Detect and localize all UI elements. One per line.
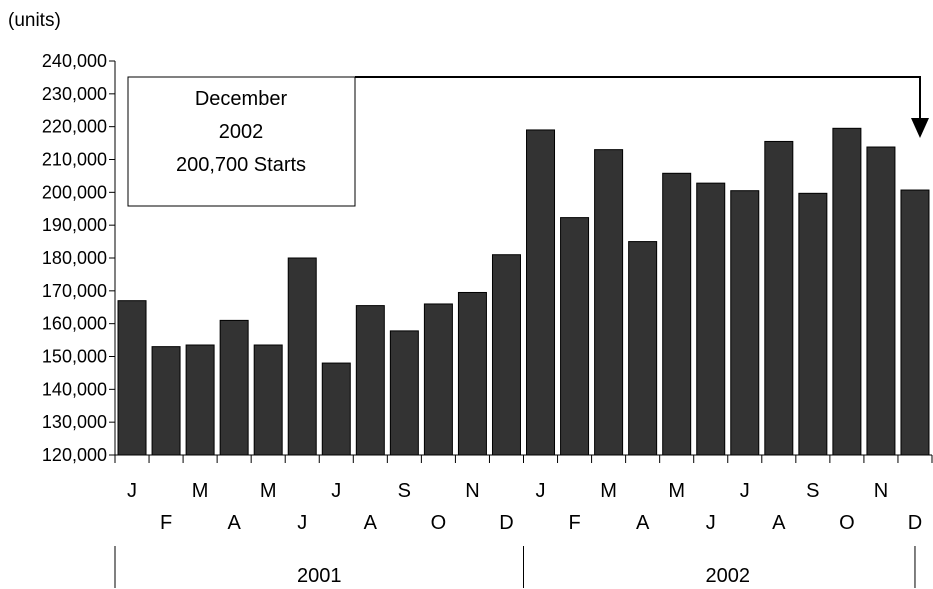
- y-tick-label: 200,000: [42, 182, 107, 202]
- x-tick-label: J: [740, 480, 750, 502]
- bar: [151, 346, 181, 456]
- callout-line-1: December: [195, 88, 288, 110]
- bar-series: [117, 127, 930, 456]
- y-tick-label: 130,000: [42, 412, 107, 432]
- y-axis: 120,000 130,000 140,000 150,000 160,000 170,0…: [42, 51, 116, 465]
- bar: [526, 129, 556, 456]
- x-tick-label: S: [806, 480, 819, 502]
- y-tick-label: 220,000: [42, 117, 107, 137]
- x-tick-label: D: [908, 512, 922, 534]
- bar: [457, 291, 487, 456]
- y-tick-label: 150,000: [42, 347, 107, 367]
- bar: [423, 303, 453, 456]
- x-tick-label: J: [127, 480, 137, 502]
- bar: [696, 182, 726, 456]
- x-tick-label: O: [431, 512, 447, 534]
- bar: [866, 146, 896, 456]
- x-tick-label: A: [772, 512, 786, 534]
- bar: [253, 344, 283, 456]
- bar: [185, 344, 215, 456]
- year-label: 2001: [297, 565, 342, 587]
- bar: [355, 305, 385, 456]
- y-tick-label: 120,000: [42, 445, 107, 465]
- year-axis: 2001 2002: [114, 546, 916, 588]
- y-tick-label: 140,000: [42, 379, 107, 399]
- callout-arrow-head: [911, 118, 929, 138]
- x-tick-label: J: [331, 480, 341, 502]
- callout-line-3: 200,700 Starts: [176, 154, 306, 176]
- x-tick-label: A: [227, 512, 241, 534]
- callout-box: [127, 76, 356, 207]
- callout-arrow-line: [355, 76, 921, 128]
- y-tick-label: 170,000: [42, 281, 107, 301]
- x-tick-label: M: [600, 480, 617, 502]
- bar: [389, 330, 419, 456]
- bar: [900, 189, 930, 456]
- x-tick-label: D: [499, 512, 513, 534]
- x-tick-label: F: [160, 512, 172, 534]
- y-tick-label: 240,000: [42, 51, 107, 71]
- bar: [117, 300, 147, 456]
- x-tick-label: N: [465, 480, 479, 502]
- x-tick-label: J: [297, 512, 307, 534]
- x-tick-label: A: [636, 512, 650, 534]
- x-tick-label: F: [568, 512, 580, 534]
- year-label: 2002: [706, 565, 751, 587]
- bar: [628, 241, 658, 456]
- y-tick-label: 190,000: [42, 215, 107, 235]
- callout-line-2: 2002: [219, 121, 264, 143]
- x-tick-label: S: [398, 480, 411, 502]
- bar: [764, 140, 794, 456]
- x-tick-label: J: [706, 512, 716, 534]
- y-tick-label: 230,000: [42, 84, 107, 104]
- x-tick-label: A: [364, 512, 378, 534]
- y-tick-label: 160,000: [42, 314, 107, 334]
- bar: [730, 190, 760, 456]
- x-tick-label: M: [260, 480, 277, 502]
- bar: [287, 257, 317, 456]
- bar: [594, 149, 624, 456]
- y-tick-label: 180,000: [42, 248, 107, 268]
- x-tick-label: M: [192, 480, 209, 502]
- x-tick-label: M: [668, 480, 685, 502]
- bar: [662, 172, 692, 456]
- x-tick-label: N: [874, 480, 888, 502]
- x-tick-label: J: [536, 480, 546, 502]
- bar: [219, 319, 249, 456]
- bar: [832, 127, 862, 456]
- bar: [798, 192, 828, 456]
- callout: December 2002 200,700 Starts: [127, 76, 929, 207]
- y-axis-units-label: (units): [8, 10, 61, 31]
- bar: [560, 217, 590, 456]
- y-tick-label: 210,000: [42, 150, 107, 170]
- bar: [491, 254, 521, 456]
- bar: [321, 362, 351, 456]
- x-tick-label: O: [839, 512, 855, 534]
